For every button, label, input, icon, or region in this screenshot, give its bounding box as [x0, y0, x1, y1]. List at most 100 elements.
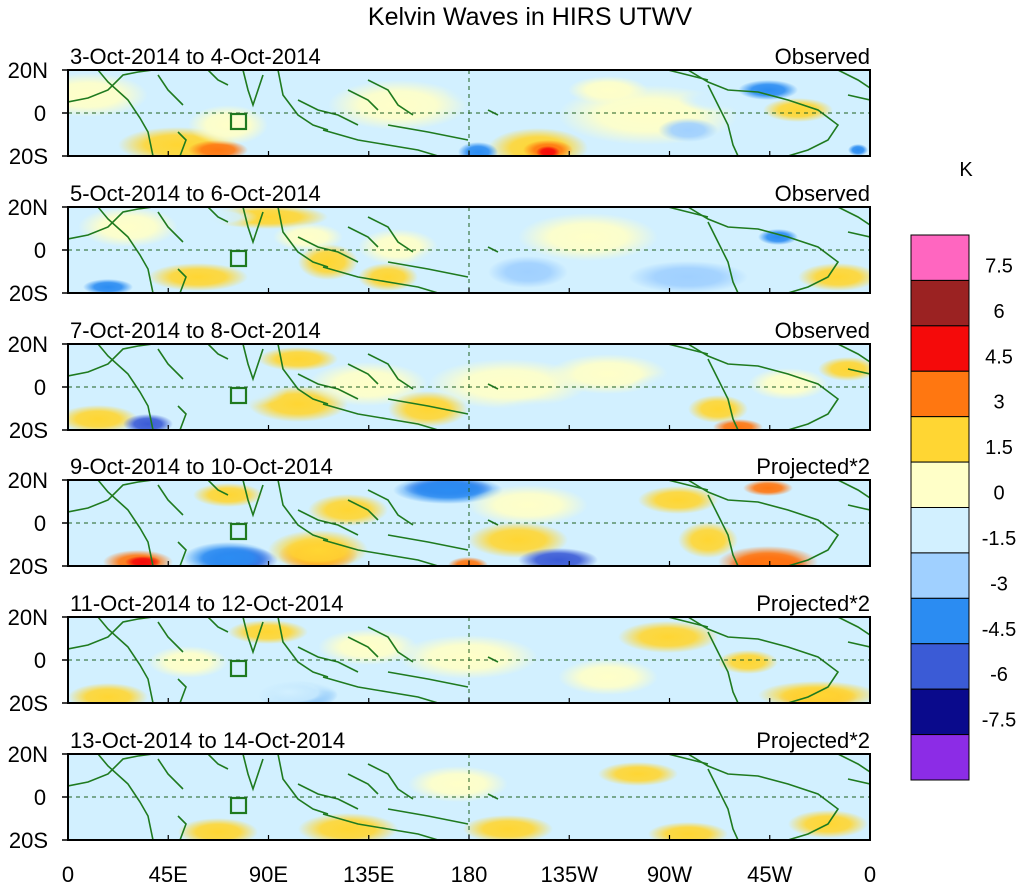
anomaly-region	[568, 510, 688, 550]
anomaly-region	[443, 72, 533, 108]
colorbar-swatch	[910, 461, 970, 509]
anomaly-region	[558, 659, 658, 695]
colorbar-level-label: 4.5	[985, 346, 1013, 368]
colorbar-level-label: 7.5	[985, 255, 1013, 277]
anomaly-region	[148, 263, 248, 291]
anomaly-region	[468, 485, 588, 525]
anomaly-region	[638, 486, 718, 514]
lat-label: 20N	[8, 195, 48, 220]
anomaly-field	[68, 754, 870, 840]
coastline	[322, 813, 439, 840]
anomaly-region	[488, 398, 588, 430]
lat-label: 20S	[9, 144, 48, 169]
coastline	[847, 778, 870, 785]
longitude-axis: 0 45E 90E 135E 180 135W 90W 45W 0	[62, 862, 876, 887]
panel-type-label: Observed	[775, 318, 870, 343]
anomaly-region	[568, 76, 648, 104]
map-panel: 9-Oct-2014 to 10-Oct-2014 Projected*2 20N 0…	[8, 454, 871, 579]
anomaly-region	[68, 73, 148, 117]
coastline	[707, 494, 739, 566]
anomaly-region	[408, 766, 508, 802]
lon-label: 45W	[747, 862, 792, 887]
colorbar-level-label: -7.5	[982, 710, 1016, 732]
coastline	[387, 398, 469, 415]
anomaly-region	[298, 661, 378, 693]
anomaly-region	[68, 405, 138, 430]
anomaly-region	[78, 207, 178, 247]
coastlines	[68, 754, 870, 840]
colorbar-level-label: 6	[993, 301, 1004, 323]
coastline	[667, 617, 709, 628]
coastline	[68, 617, 154, 650]
anomaly-region	[128, 505, 208, 545]
coastline	[347, 773, 379, 795]
coastline	[387, 671, 469, 688]
anomaly-field	[68, 207, 870, 293]
coastline	[667, 344, 709, 355]
coastline	[277, 617, 329, 678]
coastline	[707, 631, 739, 703]
colorbar-swatch	[910, 597, 970, 645]
anomaly-region	[298, 244, 358, 280]
panel-date-range: 13-Oct-2014 to 14-Oct-2014	[70, 728, 345, 753]
anomaly-region	[718, 773, 798, 805]
map-panel: 11-Oct-2014 to 12-Oct-2014 Projected*2 20N…	[8, 591, 871, 716]
lon-label: 90E	[249, 862, 288, 887]
panel-date-range: 3-Oct-2014 to 4-Oct-2014	[70, 44, 321, 69]
lon-label: 45E	[149, 862, 188, 887]
anomaly-region	[188, 105, 268, 145]
coastline	[207, 344, 229, 360]
figure-title: Kelvin Waves in HIRS UTWV	[368, 3, 692, 31]
colorbar-swatch	[910, 279, 970, 327]
coastline	[687, 754, 840, 840]
coastline	[207, 70, 229, 86]
coastlines	[68, 617, 870, 703]
coastline	[97, 344, 154, 430]
map-panel: 7-Oct-2014 to 8-Oct-2014 Observed 20N 0 20S	[8, 318, 871, 443]
coastline	[837, 70, 870, 89]
anomaly-region	[808, 760, 870, 788]
coastline	[277, 754, 329, 815]
lat-label: 20S	[9, 281, 48, 306]
panel-date-range: 7-Oct-2014 to 8-Oct-2014	[70, 318, 321, 343]
colorbar-swatch	[910, 643, 970, 690]
anomaly-region	[183, 542, 273, 566]
coastline	[387, 808, 469, 825]
anomaly-region	[428, 359, 588, 409]
colorbar-swatch	[910, 370, 970, 418]
coastline	[387, 261, 469, 278]
colorbar-swatch	[910, 416, 970, 463]
anomaly-region	[298, 813, 398, 840]
anomaly-region	[308, 494, 388, 526]
lat-label: 20N	[8, 58, 48, 83]
coastline	[347, 226, 379, 248]
lon-label: 0	[62, 862, 74, 887]
coastline	[322, 539, 439, 566]
coastline	[97, 207, 154, 293]
map-panel: 13-Oct-2014 to 14-Oct-2014 Projected*2 20N…	[8, 728, 871, 853]
colorbar-swatch	[910, 234, 970, 281]
anomaly-region	[743, 480, 793, 496]
anomaly-region	[718, 546, 818, 566]
lon-label: 90W	[647, 862, 692, 887]
panel-type-label: Observed	[775, 181, 870, 206]
coastline	[207, 207, 229, 223]
anomaly-region	[518, 548, 598, 566]
anomaly-region	[398, 635, 538, 679]
coastline	[322, 676, 439, 703]
coastline	[157, 211, 184, 243]
coastline	[367, 489, 414, 526]
colorbar-level-label: 3	[993, 392, 1004, 414]
anomaly-region	[798, 226, 870, 258]
coastline	[847, 504, 870, 511]
coastline	[667, 754, 709, 765]
anomaly-region	[178, 818, 258, 840]
coastline	[347, 89, 379, 111]
reference-box	[229, 659, 248, 678]
anomaly-region	[818, 386, 870, 422]
coastline	[847, 94, 870, 101]
anomaly-region	[268, 530, 368, 566]
coastline	[277, 207, 329, 268]
anomaly-field	[68, 617, 870, 703]
colorbar-swatch	[910, 688, 970, 736]
